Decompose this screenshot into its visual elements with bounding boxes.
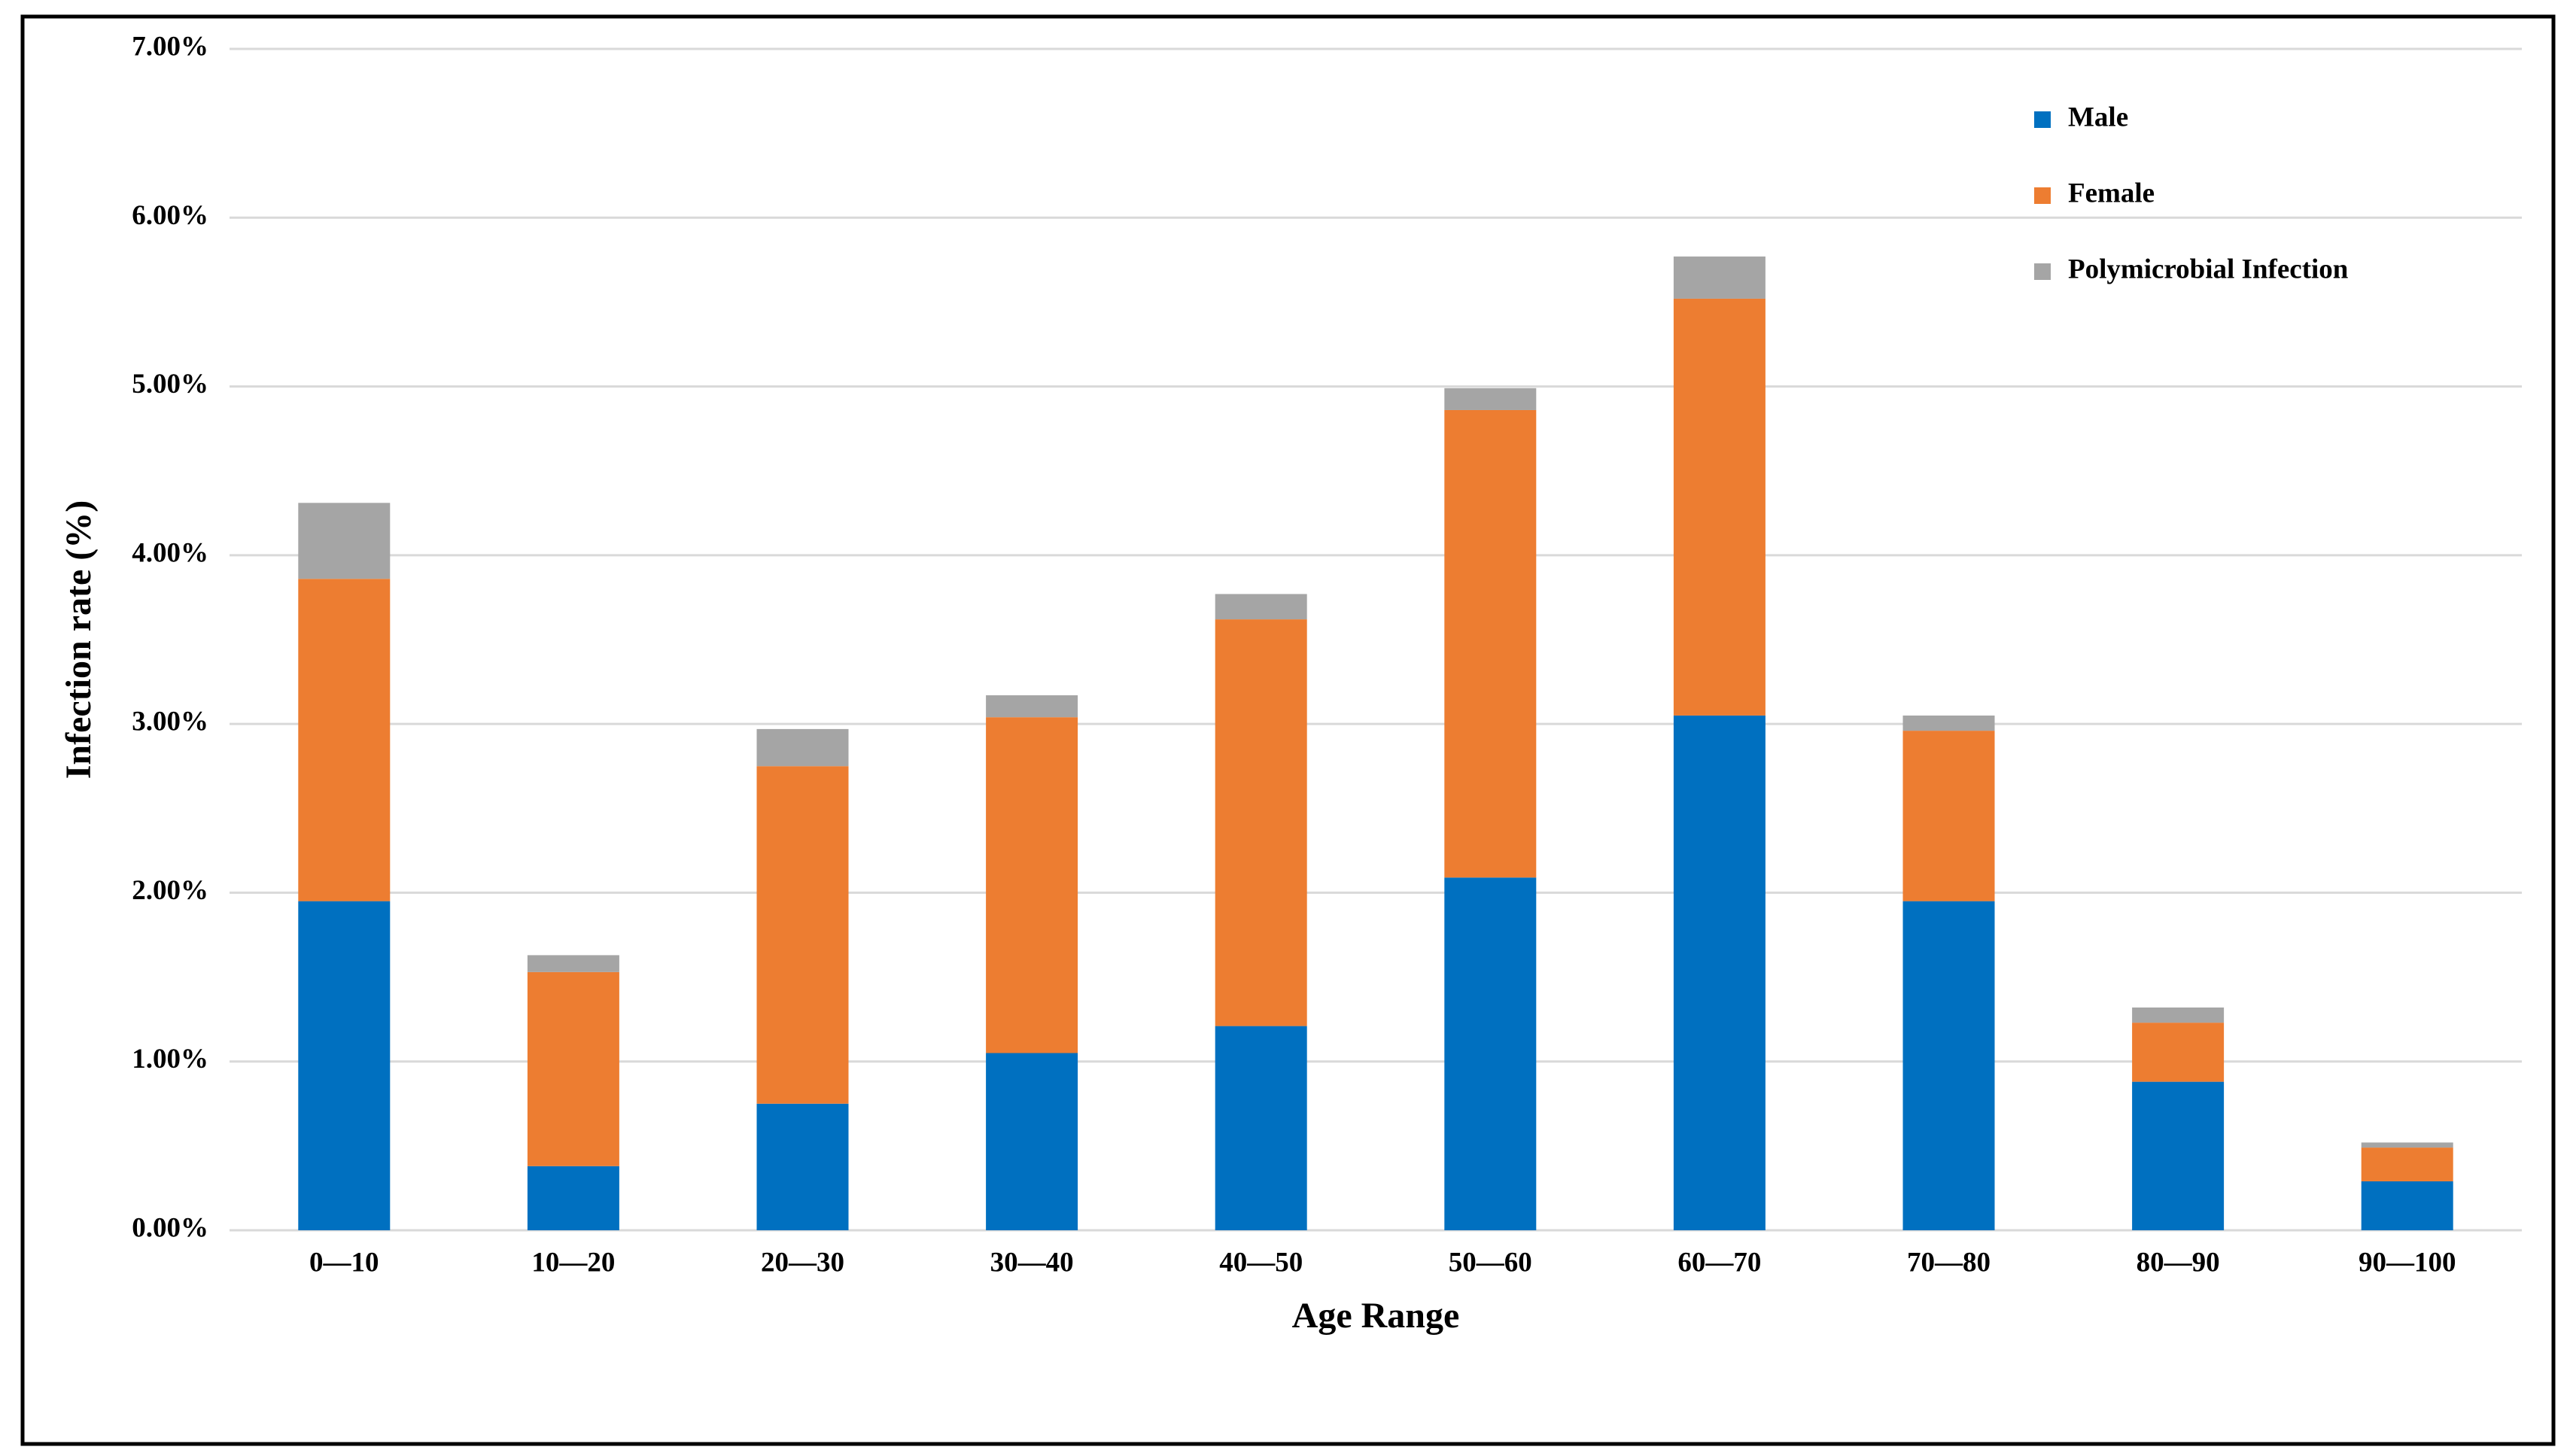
bar-segment [527,955,619,972]
bar-segment [1444,409,1537,878]
legend-label: Female [2068,178,2155,208]
x-tick-label: 50—60 [1449,1247,1532,1278]
bar-segment [2361,1181,2453,1230]
bar-segment [1902,731,1995,901]
x-tick-label: 80—90 [2137,1247,2220,1278]
bar-segment [1902,715,1995,731]
x-tick-label: 70—80 [1907,1247,1991,1278]
y-tick-label: 3.00% [132,707,208,737]
bar-segment [298,503,391,579]
bar-segment [2361,1142,2453,1148]
y-tick-label: 0.00% [132,1212,208,1243]
bar-segment [986,717,1078,1053]
x-tick-label: 20—30 [761,1247,844,1278]
bar-segment [527,1166,619,1230]
bar-segment [1215,1026,1307,1230]
y-tick-label: 2.00% [132,875,208,906]
bar-segment [2361,1147,2453,1181]
bar-segment [1673,715,1766,1230]
legend-swatch [2034,111,2051,128]
bar-segment [1673,256,1766,299]
bar-segment [2132,1023,2225,1082]
bar-segment [756,766,849,1104]
x-tick-label: 10—20 [531,1247,615,1278]
bar-segment [986,1053,1078,1230]
y-tick-label: 4.00% [132,537,208,568]
x-tick-label: 30—40 [990,1247,1074,1278]
bar-segment [1444,388,1537,410]
bar-segment [756,1103,849,1230]
bar-segment [1215,619,1307,1026]
y-tick-label: 5.00% [132,369,208,400]
bar-segment [986,695,1078,718]
bar-segment [527,971,619,1166]
y-tick-label: 6.00% [132,200,208,231]
x-tick-label: 60—70 [1677,1247,1761,1278]
legend-label: Male [2068,102,2128,132]
x-tick-label: 0—10 [309,1247,379,1278]
bar-segment [1215,594,1307,620]
y-axis-title: Infection rate (%) [59,500,99,780]
y-tick-label: 7.00% [132,31,208,62]
bar-segment [2132,1007,2225,1023]
x-axis-title: Age Range [1292,1296,1460,1336]
bar-segment [1444,877,1537,1230]
bar-segment [1902,901,1995,1230]
y-tick-label: 1.00% [132,1044,208,1075]
legend-label: Polymicrobial Infection [2068,254,2349,284]
x-tick-label: 90—100 [2359,1247,2456,1278]
x-tick-label: 40—50 [1219,1247,1303,1278]
bar-segment [298,901,391,1230]
bar-segment [1673,298,1766,716]
bar-segment [298,579,391,901]
legend-swatch [2034,187,2051,204]
bar-segment [756,728,849,767]
legend-swatch [2034,263,2051,280]
bar-segment [2132,1081,2225,1230]
